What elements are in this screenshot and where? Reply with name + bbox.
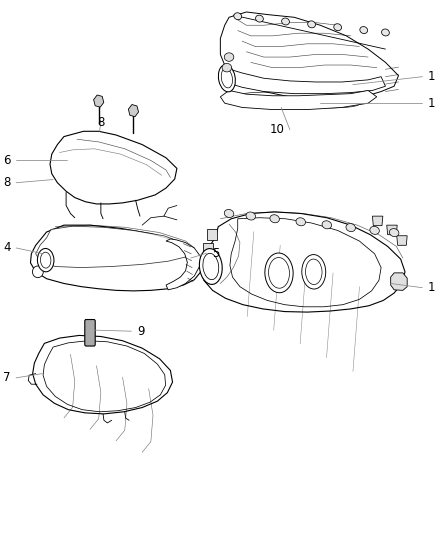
Ellipse shape	[245, 212, 255, 220]
Polygon shape	[390, 273, 406, 290]
Text: 6: 6	[3, 154, 11, 167]
Ellipse shape	[333, 24, 341, 31]
Ellipse shape	[359, 27, 367, 34]
Ellipse shape	[224, 53, 233, 61]
Ellipse shape	[218, 64, 235, 92]
Text: 8: 8	[97, 116, 104, 129]
Ellipse shape	[255, 15, 263, 22]
Text: 1: 1	[427, 281, 434, 294]
Ellipse shape	[389, 229, 398, 237]
Ellipse shape	[295, 218, 305, 226]
Ellipse shape	[224, 209, 233, 217]
Ellipse shape	[233, 13, 241, 20]
Polygon shape	[35, 226, 194, 268]
Polygon shape	[220, 91, 376, 110]
Text: 1: 1	[427, 96, 434, 110]
Ellipse shape	[301, 255, 325, 289]
Polygon shape	[386, 225, 396, 235]
Ellipse shape	[269, 215, 279, 223]
Ellipse shape	[307, 21, 315, 28]
Ellipse shape	[381, 29, 389, 36]
Ellipse shape	[222, 63, 231, 72]
Polygon shape	[166, 239, 200, 290]
Text: 4: 4	[3, 241, 11, 254]
Ellipse shape	[264, 253, 293, 293]
Polygon shape	[32, 335, 172, 414]
Text: 9: 9	[137, 325, 144, 338]
Text: 7: 7	[3, 372, 11, 384]
Text: 1: 1	[427, 70, 434, 83]
Ellipse shape	[281, 18, 289, 25]
FancyBboxPatch shape	[85, 319, 95, 346]
Polygon shape	[396, 236, 406, 245]
Ellipse shape	[369, 227, 378, 235]
Polygon shape	[220, 12, 398, 100]
Polygon shape	[202, 243, 212, 253]
Ellipse shape	[199, 248, 222, 285]
Ellipse shape	[321, 221, 331, 229]
Polygon shape	[207, 229, 217, 240]
Polygon shape	[30, 225, 202, 291]
Polygon shape	[50, 131, 177, 204]
Ellipse shape	[345, 223, 355, 232]
Polygon shape	[220, 68, 385, 94]
Polygon shape	[200, 212, 404, 312]
Text: 8: 8	[3, 176, 11, 189]
Ellipse shape	[37, 248, 54, 272]
Ellipse shape	[103, 191, 111, 199]
Polygon shape	[371, 216, 382, 225]
Ellipse shape	[32, 266, 43, 278]
Text: 5: 5	[212, 247, 219, 260]
Text: 10: 10	[269, 123, 283, 136]
